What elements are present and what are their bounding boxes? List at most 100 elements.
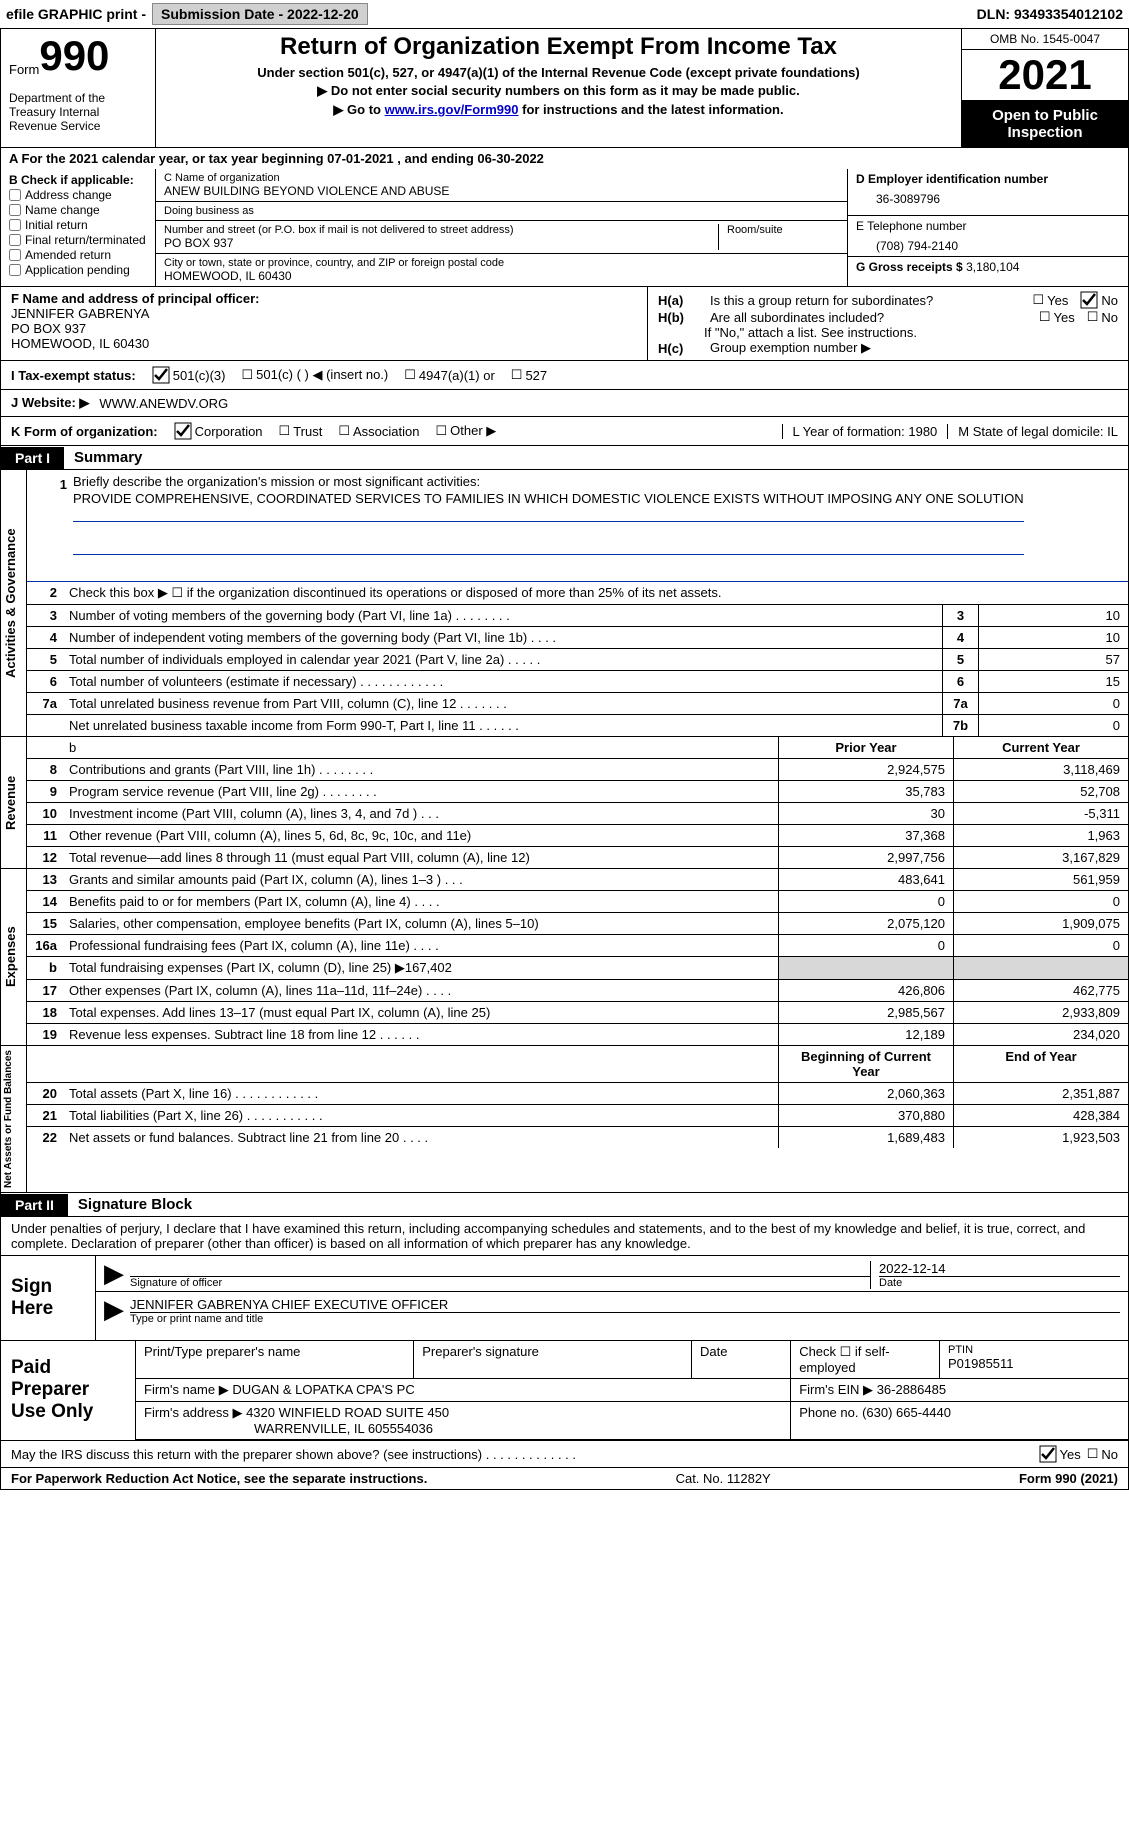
top-bar: efile GRAPHIC print - Submission Date - … (0, 0, 1129, 29)
open-inspection: Open to Public Inspection (962, 101, 1128, 147)
end-year-header: End of Year (953, 1046, 1128, 1082)
summary-line: bTotal fundraising expenses (Part IX, co… (27, 957, 1128, 980)
formorg-assoc[interactable]: ☐ Association (338, 423, 419, 439)
officer-group-block: F Name and address of principal officer:… (0, 287, 1129, 361)
room-label: Room/suite (727, 224, 839, 236)
col-b-checkboxes: B Check if applicable: Address change Na… (1, 169, 156, 286)
summary-line: 14Benefits paid to or for members (Part … (27, 891, 1128, 913)
summary-line: 10Investment income (Part VIII, column (… (27, 803, 1128, 825)
summary-line: 13Grants and similar amounts paid (Part … (27, 869, 1128, 891)
expenses-section: Expenses 13Grants and similar amounts pa… (0, 869, 1129, 1046)
summary-line: Net unrelated business taxable income fr… (27, 715, 1128, 736)
form-title: Return of Organization Exempt From Incom… (166, 33, 951, 61)
current-year-header: Current Year (953, 737, 1128, 758)
footer-right: Form 990 (2021) (1019, 1471, 1118, 1486)
net-assets-section: Net Assets or Fund Balances Beginning of… (0, 1046, 1129, 1193)
footer-mid: Cat. No. 11282Y (676, 1471, 771, 1486)
checkmark-icon (1080, 291, 1098, 309)
receipts-value: 3,180,104 (966, 260, 1019, 274)
col-c-org-info: C Name of organization ANEW BUILDING BEY… (156, 169, 848, 286)
summary-line: 16aProfessional fundraising fees (Part I… (27, 935, 1128, 957)
hb-note: If "No," attach a list. See instructions… (658, 325, 1118, 340)
status-501c3[interactable]: 501(c)(3) (152, 366, 226, 384)
summary-line: 6Total number of volunteers (estimate if… (27, 671, 1128, 693)
paid-preparer-label: Paid Preparer Use Only (1, 1341, 136, 1440)
vert-label-net: Net Assets or Fund Balances (1, 1046, 27, 1192)
tax-exempt-status-row: I Tax-exempt status: 501(c)(3) ☐ 501(c) … (0, 361, 1129, 390)
ein-value: 36-3089796 (856, 186, 1120, 212)
prior-year-header: Prior Year (778, 737, 953, 758)
year-formation: L Year of formation: 1980 (782, 424, 938, 439)
officer-city: HOMEWOOD, IL 60430 (11, 336, 637, 351)
firm-addr1: 4320 WINFIELD ROAD SUITE 450 (246, 1405, 449, 1420)
checkmark-icon (174, 422, 192, 440)
status-4947[interactable]: ☐ 4947(a)(1) or (404, 367, 495, 383)
omb-number: OMB No. 1545-0047 (962, 29, 1128, 50)
website-value: WWW.ANEWDV.ORG (99, 396, 228, 411)
formorg-other[interactable]: ☐ Other ▶ (435, 423, 496, 439)
summary-line: 8Contributions and grants (Part VIII, li… (27, 759, 1128, 781)
state-domicile: M State of legal domicile: IL (947, 424, 1118, 439)
dept-treasury: Department of the Treasury Internal Reve… (9, 91, 147, 133)
efile-label: efile GRAPHIC print - (6, 6, 146, 22)
footer-row: For Paperwork Reduction Act Notice, see … (0, 1468, 1129, 1490)
form-header: Form 990 Department of the Treasury Inte… (0, 29, 1129, 148)
form-word: Form (9, 62, 39, 77)
form-number-box: Form 990 Department of the Treasury Inte… (1, 29, 156, 147)
summary-line: 18Total expenses. Add lines 13–17 (must … (27, 1002, 1128, 1024)
principal-officer: F Name and address of principal officer:… (1, 287, 648, 360)
discuss-yes[interactable]: Yes (1039, 1445, 1081, 1463)
status-527[interactable]: ☐ 527 (511, 367, 547, 383)
checkbox-name-change[interactable]: Name change (9, 203, 147, 217)
signature-declaration: Under penalties of perjury, I declare th… (0, 1217, 1129, 1256)
summary-line: 21Total liabilities (Part X, line 26) . … (27, 1105, 1128, 1127)
checkmark-icon (152, 366, 170, 384)
checkbox-address-change[interactable]: Address change (9, 188, 147, 202)
mission-text: PROVIDE COMPREHENSIVE, COORDINATED SERVI… (73, 489, 1024, 511)
arrow-icon: ▶ (104, 1258, 124, 1289)
title-box: Return of Organization Exempt From Incom… (156, 29, 962, 147)
status-501c[interactable]: ☐ 501(c) ( ) ◀ (insert no.) (242, 367, 389, 383)
phone-value: (708) 794-2140 (856, 233, 1120, 253)
checkbox-application-pending[interactable]: Application pending (9, 263, 147, 277)
begin-year-header: Beginning of Current Year (778, 1046, 953, 1082)
hb-no[interactable]: ☐No (1087, 309, 1118, 325)
discuss-preparer-row: May the IRS discuss this return with the… (0, 1441, 1129, 1468)
entity-info-grid: B Check if applicable: Address change Na… (0, 169, 1129, 287)
summary-line: 9Program service revenue (Part VIII, lin… (27, 781, 1128, 803)
summary-line: 4Number of independent voting members of… (27, 627, 1128, 649)
prep-date-header: Date (692, 1341, 791, 1379)
summary-line: 19Revenue less expenses. Subtract line 1… (27, 1024, 1128, 1045)
form-number: 990 (39, 35, 109, 77)
group-return-section: H(a) Is this a group return for subordin… (648, 287, 1128, 360)
website-row: J Website: ▶ WWW.ANEWDV.ORG (0, 390, 1129, 417)
irs-link[interactable]: www.irs.gov/Form990 (385, 102, 519, 117)
discuss-no[interactable]: ☐No (1087, 1446, 1118, 1462)
vert-label-gov: Activities & Governance (1, 470, 27, 736)
summary-line: 3Number of voting members of the governi… (27, 605, 1128, 627)
form-subtitle-1: Under section 501(c), 527, or 4947(a)(1)… (166, 65, 951, 80)
submission-date-button[interactable]: Submission Date - 2022-12-20 (152, 3, 368, 25)
ptin-value: P01985511 (948, 1356, 1120, 1371)
formorg-trust[interactable]: ☐ Trust (279, 423, 323, 439)
checkbox-amended-return[interactable]: Amended return (9, 248, 147, 262)
firm-addr2: WARRENVILLE, IL 605554036 (144, 1421, 782, 1436)
sign-here-label: Sign Here (1, 1256, 96, 1340)
year-box: OMB No. 1545-0047 2021 Open to Public In… (962, 29, 1128, 147)
hb-yes[interactable]: ☐Yes (1039, 309, 1075, 325)
ha-yes[interactable]: ☐Yes (1033, 292, 1069, 308)
sig-date-value: 2022-12-14 (879, 1261, 1120, 1276)
arrow-icon: ▶ (104, 1294, 124, 1325)
formorg-corp[interactable]: Corporation (174, 422, 263, 440)
vert-label-rev: Revenue (1, 737, 27, 868)
summary-line: 20Total assets (Part X, line 16) . . . .… (27, 1083, 1128, 1105)
ha-no[interactable]: No (1080, 291, 1118, 309)
dln-label: DLN: 93493354012102 (977, 6, 1123, 22)
activities-governance-section: Activities & Governance 1 Briefly descri… (0, 470, 1129, 737)
sign-here-block: Sign Here ▶ Signature of officer 2022-12… (0, 1256, 1129, 1341)
checkbox-initial-return[interactable]: Initial return (9, 218, 147, 232)
city-value: HOMEWOOD, IL 60430 (164, 269, 839, 283)
checkbox-final-return-terminated[interactable]: Final return/terminated (9, 233, 147, 247)
mission-label: Briefly describe the organization's miss… (73, 474, 1024, 489)
receipts-label: G Gross receipts $ (856, 260, 963, 274)
